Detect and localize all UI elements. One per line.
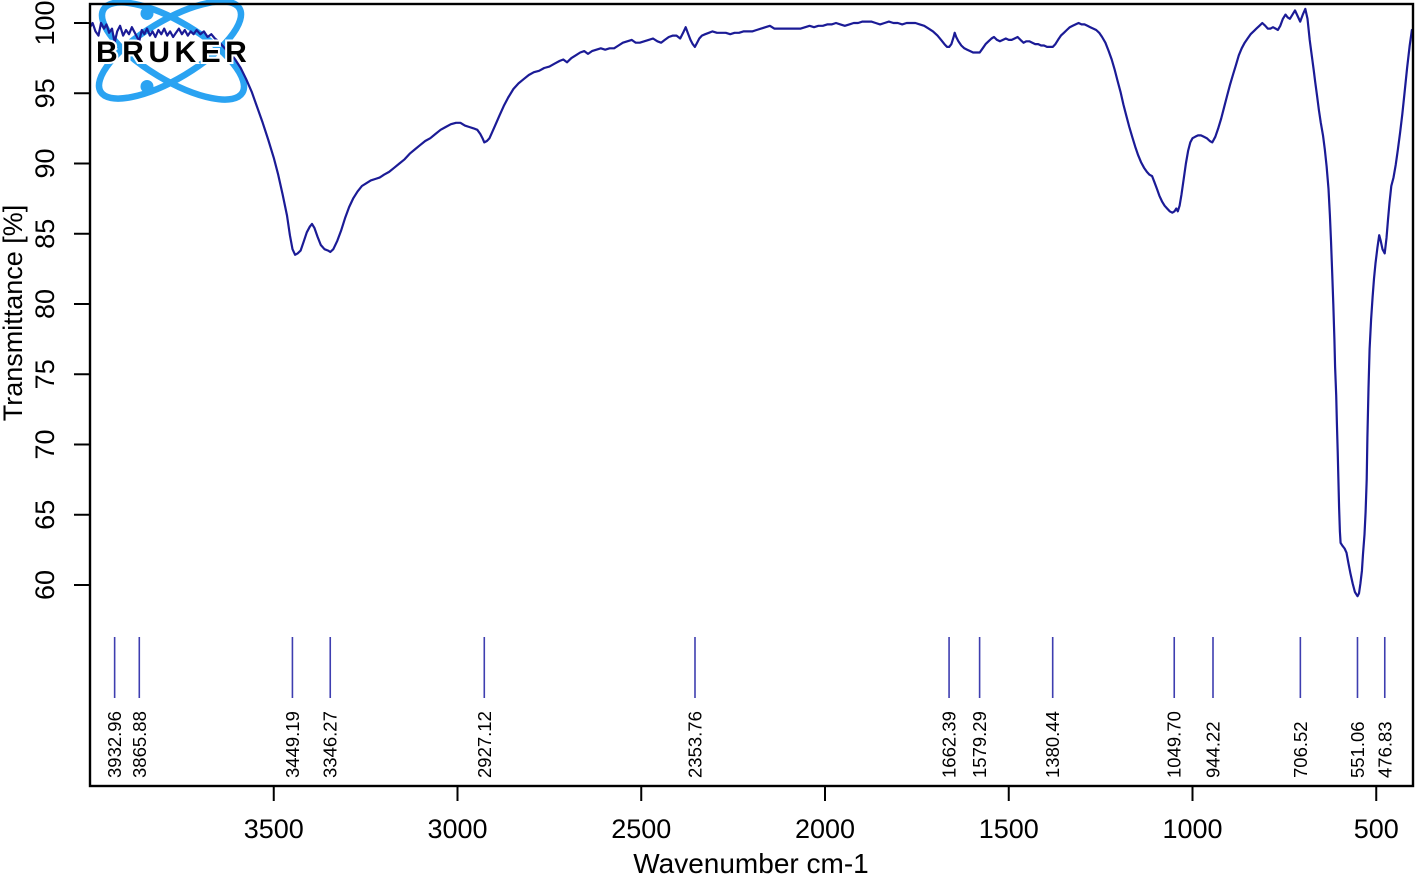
spectrum-line [88,7,1413,598]
x-tick-label: 3500 [244,814,304,844]
x-tick-label: 1000 [1162,814,1222,844]
peak-label: 3932.96 [104,711,125,778]
y-axis-title: Transmittance [%] [0,205,28,422]
peak-label: 2353.76 [685,711,706,778]
x-tick-label: 2500 [611,814,671,844]
x-tick-label: 500 [1354,814,1399,844]
peak-label: 3346.27 [320,711,341,778]
peak-label: 1049.70 [1164,711,1185,778]
plot-frame [88,2,1415,788]
bruker-logo [95,0,248,103]
peak-label: 1380.44 [1042,711,1063,778]
peak-label: 3449.19 [282,711,303,778]
peak-label: 1662.39 [939,711,960,778]
peak-label: 706.52 [1290,721,1311,778]
peak-label: 944.22 [1203,721,1224,778]
logo-electron-dot-icon [140,80,154,93]
peak-label: 1579.29 [969,711,990,778]
peak-label: 2927.12 [474,711,495,778]
y-tick-label: 65 [30,500,60,530]
axes: 3500 3000 2500 2000 1500 1000 500 100 95 90 85 80 75… [30,0,1415,844]
y-tick-label: 60 [30,570,60,600]
x-tick-label: 1500 [979,814,1039,844]
y-tick-label: 75 [30,359,60,389]
x-tick-label: 2000 [795,814,855,844]
peak-label: 476.83 [1374,721,1395,778]
logo-orbit-icon [95,0,245,102]
x-tick-label: 3000 [427,814,487,844]
peak-markers: 3932.96 3865.88 3449.19 3346.27 2927.12 2353.… [104,637,1395,778]
bruker-logo-text: BRUKER [96,36,251,69]
y-tick-label: 100 [30,0,60,45]
logo-electron-dot-icon [140,7,154,20]
logo-orbit-icon [98,0,248,103]
y-tick-label: 90 [30,148,60,178]
y-tick-label: 85 [30,219,60,249]
x-axis-title: Wavenumber cm-1 [633,848,868,879]
y-tick-label: 95 [30,78,60,108]
peak-label: 3865.88 [129,711,150,778]
peak-label: 551.06 [1347,721,1368,778]
y-tick-label: 80 [30,289,60,319]
y-tick-label: 70 [30,429,60,459]
